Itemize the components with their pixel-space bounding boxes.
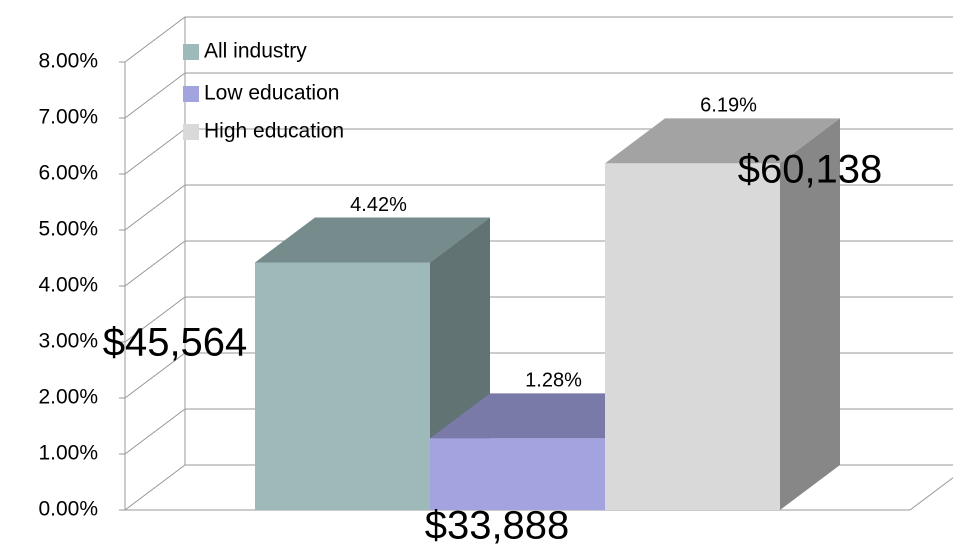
value-label: 6.19% xyxy=(700,95,757,117)
y-tick-label: 4.00% xyxy=(38,274,98,297)
bar-top xyxy=(255,217,490,263)
floor-right xyxy=(909,477,953,511)
value-label: 1.28% xyxy=(525,370,582,392)
legend-swatch xyxy=(183,86,199,102)
legend-label: Low education xyxy=(204,82,339,105)
value-label: 4.42% xyxy=(350,194,407,216)
y-tick-label: 0.00% xyxy=(38,498,98,521)
grid-line xyxy=(124,72,953,119)
y-tick-label: 8.00% xyxy=(38,50,98,73)
annotation: $33,888 xyxy=(425,504,570,548)
y-tick-label: 2.00% xyxy=(38,386,98,409)
y-tick-label: 1.00% xyxy=(38,442,98,465)
bar-top xyxy=(605,118,840,164)
bar xyxy=(605,163,780,511)
bar-side xyxy=(780,118,840,511)
legend-swatch xyxy=(183,124,199,140)
bar xyxy=(430,438,605,510)
legend-swatch xyxy=(183,44,199,60)
bar xyxy=(255,262,430,510)
y-tick-label: 6.00% xyxy=(38,162,98,185)
y-tick-label: 5.00% xyxy=(38,218,98,241)
y-tick-label: 7.00% xyxy=(38,106,98,129)
grid-line xyxy=(124,16,953,63)
annotation: $60,138 xyxy=(738,148,883,192)
legend-label: All industry xyxy=(204,40,307,63)
y-tick-label: 3.00% xyxy=(38,330,98,353)
legend-label: High education xyxy=(204,120,344,143)
annotation: $45,564 xyxy=(103,321,248,365)
